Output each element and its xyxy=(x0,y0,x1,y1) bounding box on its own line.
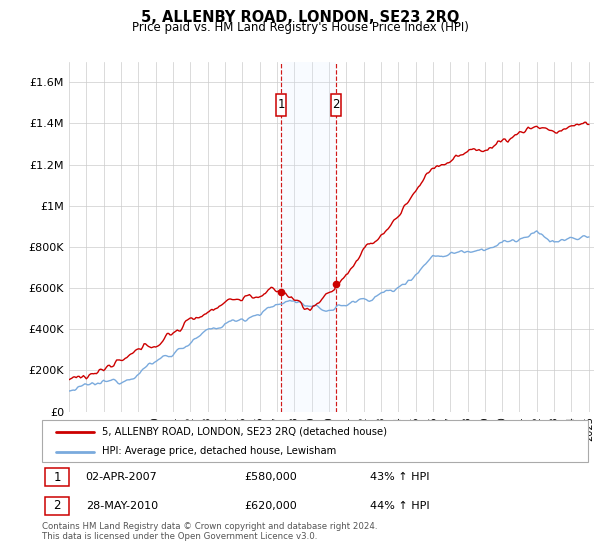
Text: Contains HM Land Registry data © Crown copyright and database right 2024.
This d: Contains HM Land Registry data © Crown c… xyxy=(42,522,377,542)
FancyBboxPatch shape xyxy=(45,468,70,486)
FancyBboxPatch shape xyxy=(45,497,70,515)
Text: 44% ↑ HPI: 44% ↑ HPI xyxy=(370,501,429,511)
FancyBboxPatch shape xyxy=(277,94,286,116)
FancyBboxPatch shape xyxy=(331,94,341,116)
Text: 28-MAY-2010: 28-MAY-2010 xyxy=(86,501,158,511)
Text: 2: 2 xyxy=(53,500,61,512)
Text: 02-APR-2007: 02-APR-2007 xyxy=(86,472,157,482)
Bar xyxy=(281,62,336,412)
Text: £580,000: £580,000 xyxy=(244,472,297,482)
Text: 43% ↑ HPI: 43% ↑ HPI xyxy=(370,472,429,482)
Text: 5, ALLENBY ROAD, LONDON, SE23 2RQ (detached house): 5, ALLENBY ROAD, LONDON, SE23 2RQ (detac… xyxy=(102,427,387,437)
Text: 5, ALLENBY ROAD, LONDON, SE23 2RQ: 5, ALLENBY ROAD, LONDON, SE23 2RQ xyxy=(141,10,459,25)
Text: £620,000: £620,000 xyxy=(244,501,297,511)
Text: Price paid vs. HM Land Registry's House Price Index (HPI): Price paid vs. HM Land Registry's House … xyxy=(131,21,469,34)
Text: 1: 1 xyxy=(278,99,285,111)
Text: 2: 2 xyxy=(332,99,340,111)
FancyBboxPatch shape xyxy=(42,420,588,462)
Text: HPI: Average price, detached house, Lewisham: HPI: Average price, detached house, Lewi… xyxy=(102,446,337,456)
Text: 1: 1 xyxy=(53,470,61,483)
